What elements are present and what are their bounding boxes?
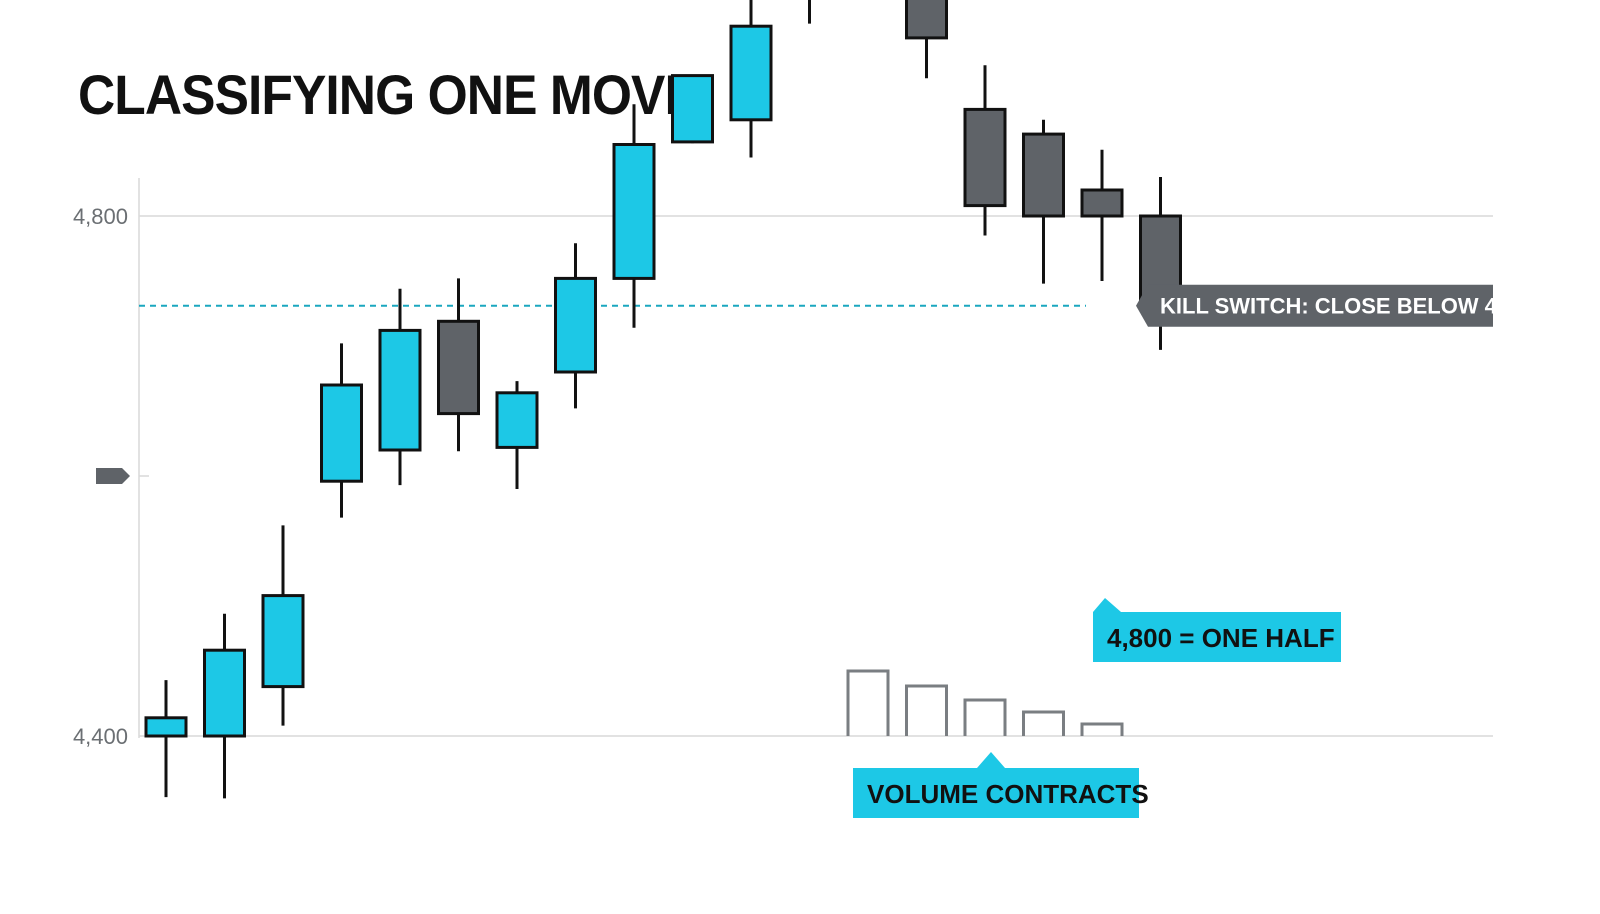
arrow-tag-icon xyxy=(96,468,130,484)
candle-body-bull xyxy=(671,74,714,144)
volume-bar xyxy=(1080,722,1124,736)
candle-body-bear xyxy=(1080,188,1124,218)
volume-callout xyxy=(853,752,1139,818)
candle-body-bull xyxy=(729,24,773,122)
volume-bar xyxy=(1022,710,1065,736)
kill-switch-label: KILL SWITCH: CLOSE BELOW 4,650 xyxy=(1160,294,1540,319)
volume-bar xyxy=(905,684,948,736)
candle-body-bull xyxy=(495,391,539,449)
candle-body-bear xyxy=(963,107,1007,208)
y-tick-label: 4,400 xyxy=(73,724,128,749)
volume-label: VOLUME CONTRACTS xyxy=(867,779,1149,809)
candle-body-bear xyxy=(905,0,948,40)
one-half-label: 4,800 = ONE HALF xyxy=(1107,623,1335,653)
volume-bar xyxy=(846,669,890,736)
candle-body-bull xyxy=(612,143,656,280)
volume-bar xyxy=(963,698,1007,736)
one-half-callout xyxy=(1093,598,1341,662)
candle-body-bull xyxy=(203,648,246,738)
y-tick-label: 4,800 xyxy=(73,204,128,229)
candle-body-bear xyxy=(437,319,480,416)
candle-body-bull xyxy=(378,328,422,452)
kill-switch-tag xyxy=(1136,284,1493,327)
candle-body-bull xyxy=(144,716,188,738)
candle-body-bear xyxy=(1022,132,1065,218)
candle-body-bull xyxy=(261,594,305,689)
page-title: CLASSIFYING ONE MOVE xyxy=(78,63,699,126)
candle-body-bull xyxy=(320,383,363,483)
candle-body-bull xyxy=(554,276,597,374)
